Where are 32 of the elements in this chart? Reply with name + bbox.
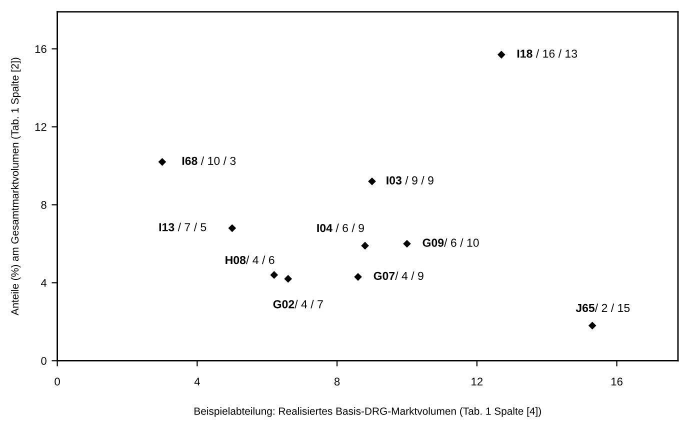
y-tick-label: 16 bbox=[35, 45, 46, 53]
annotation: I68 / 10 / 3 bbox=[182, 156, 236, 165]
point bbox=[588, 322, 596, 330]
point bbox=[270, 271, 278, 279]
annotation: G09/ 6 / 10 bbox=[422, 238, 479, 247]
annotation: I18 / 16 / 13 bbox=[517, 49, 578, 58]
point bbox=[354, 272, 362, 281]
point bbox=[368, 177, 376, 186]
point bbox=[228, 224, 236, 232]
annotation: G07/ 4 / 9 bbox=[374, 272, 424, 280]
point bbox=[284, 274, 292, 283]
y-tick-label: 12 bbox=[35, 123, 46, 131]
y-tick-label: 8 bbox=[41, 201, 46, 209]
y-axis-title: Anteile (%) am Gesamtmarktvolumen (Tab. 1 Spalte [2]) bbox=[10, 58, 21, 316]
x-tick-label: 12 bbox=[472, 378, 483, 386]
point bbox=[158, 158, 166, 166]
annotation: I03 / 9 / 9 bbox=[386, 176, 434, 184]
point bbox=[361, 242, 369, 250]
annotation: I04 / 6 / 9 bbox=[317, 224, 364, 232]
annotation: I13 / 7 / 5 bbox=[159, 222, 206, 232]
x-tick-label: 8 bbox=[334, 378, 340, 386]
point bbox=[497, 50, 506, 59]
x-tick-label: 16 bbox=[611, 378, 622, 386]
y-tick-label: 0 bbox=[41, 356, 46, 365]
y-tick-label: 4 bbox=[40, 279, 47, 287]
point bbox=[403, 240, 411, 248]
x-axis-title: Beispielabteilung: Realisiertes Basis-DRG-Marktvolumen (Tab. 1 Spalte [4]) bbox=[194, 407, 541, 417]
annotation: H08/ 4 / 6 bbox=[226, 256, 274, 264]
annotation: J65/ 2 / 15 bbox=[576, 304, 630, 312]
x-tick-label: 0 bbox=[54, 378, 60, 386]
x-tick-label: 4 bbox=[194, 378, 200, 386]
annotation: G02/ 4 / 7 bbox=[273, 300, 323, 308]
